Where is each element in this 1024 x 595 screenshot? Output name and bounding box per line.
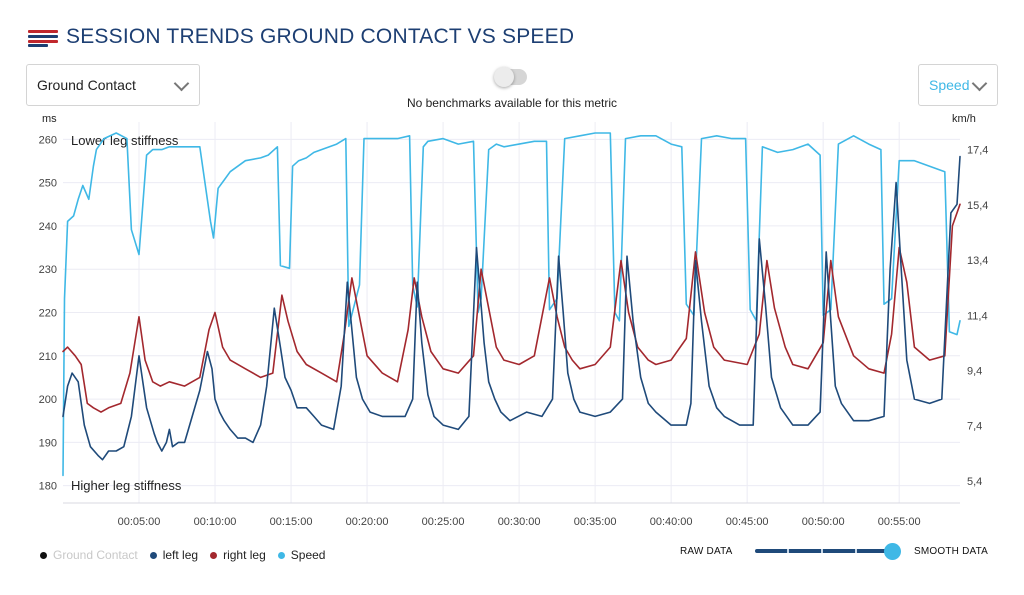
left-axis-tick-label: 200 — [39, 394, 57, 406]
x-axis-tick-label: 00:25:00 — [422, 516, 465, 528]
legend-label: Speed — [290, 548, 326, 562]
annotation-higher-stiffness: Higher leg stiffness — [71, 478, 182, 493]
right-axis-tick-label: 15,4 — [967, 200, 988, 212]
legend-dot — [40, 551, 47, 559]
x-axis-tick-label: 00:45:00 — [726, 516, 769, 528]
annotation-lower-stiffness: Lower leg stiffness — [71, 133, 179, 148]
legend-dot — [277, 551, 285, 559]
left-axis-tick-label: 250 — [39, 178, 57, 190]
legend-label: right leg — [223, 548, 266, 562]
legend-dot — [210, 551, 218, 559]
left-axis-tick-label: 230 — [39, 264, 57, 276]
legend-label: Ground Contact — [53, 548, 138, 562]
smooth-data-label: SMOOTH DATA — [914, 546, 989, 557]
left-axis-tick-label: 260 — [39, 134, 57, 146]
right-axis-tick-label: 7,4 — [967, 421, 982, 433]
x-axis-tick-label: 00:10:00 — [194, 516, 237, 528]
legend-item-ground-contact[interactable]: Ground Contact — [40, 548, 138, 562]
x-axis-tick-label: 00:40:00 — [650, 516, 693, 528]
right-axis-tick-label: 13,4 — [967, 255, 988, 267]
x-axis-tick-label: 00:15:00 — [270, 516, 313, 528]
left-axis-tick-label: 240 — [39, 221, 57, 233]
left-axis-tick-label: 210 — [39, 351, 57, 363]
metric-select-label: Ground Contact — [37, 77, 136, 93]
series-line-left-leg — [62, 155, 961, 461]
secondary-metric-select[interactable]: Speed — [918, 64, 998, 106]
raw-data-label: RAW DATA — [680, 546, 733, 557]
right-axis-unit: km/h — [952, 113, 976, 125]
chart-legend: Ground Contact left leg right leg Speed — [40, 548, 337, 562]
secondary-select-label: Speed — [929, 77, 970, 93]
benchmark-message: No benchmarks available for this metric — [406, 96, 618, 110]
legend-item-right-leg[interactable]: right leg — [210, 548, 266, 562]
series-line-right-leg — [62, 203, 961, 413]
legend-item-left-leg[interactable]: left leg — [149, 548, 199, 562]
smoothing-slider-handle[interactable] — [884, 543, 901, 560]
toggle-knob — [494, 67, 514, 87]
left-axis-tick-label: 220 — [39, 308, 57, 320]
x-axis-tick-label: 00:50:00 — [802, 516, 845, 528]
legend-dot — [149, 551, 157, 559]
x-axis-tick-label: 00:30:00 — [498, 516, 541, 528]
legend-label: left leg — [162, 548, 199, 562]
metric-select[interactable]: Ground Contact — [26, 64, 200, 106]
left-axis-unit: ms — [42, 113, 57, 125]
right-axis-tick-label: 11,4 — [967, 310, 988, 322]
smoothing-slider-track[interactable] — [755, 549, 895, 553]
header: SESSION TRENDS GROUND CONTACT VS SPEED — [28, 22, 574, 52]
brand-logo-icon — [28, 28, 60, 47]
series-line-speed — [62, 132, 961, 477]
right-axis-tick-label: 17,4 — [967, 145, 988, 157]
left-axis-tick-label: 190 — [39, 437, 57, 449]
x-axis-tick-label: 00:35:00 — [574, 516, 617, 528]
right-axis-tick-label: 9,4 — [967, 365, 982, 377]
slider-tick — [855, 549, 857, 553]
page-title: SESSION TRENDS GROUND CONTACT VS SPEED — [66, 25, 575, 48]
slider-tick — [821, 549, 823, 553]
slider-tick — [787, 549, 789, 553]
x-axis-tick-label: 00:05:00 — [118, 516, 161, 528]
left-axis-tick-label: 180 — [39, 481, 57, 493]
benchmark-toggle[interactable] — [494, 67, 527, 87]
right-axis-tick-label: 5,4 — [967, 476, 982, 488]
x-axis-tick-label: 00:55:00 — [878, 516, 921, 528]
x-axis-tick-label: 00:20:00 — [346, 516, 389, 528]
legend-item-speed[interactable]: Speed — [277, 548, 326, 562]
